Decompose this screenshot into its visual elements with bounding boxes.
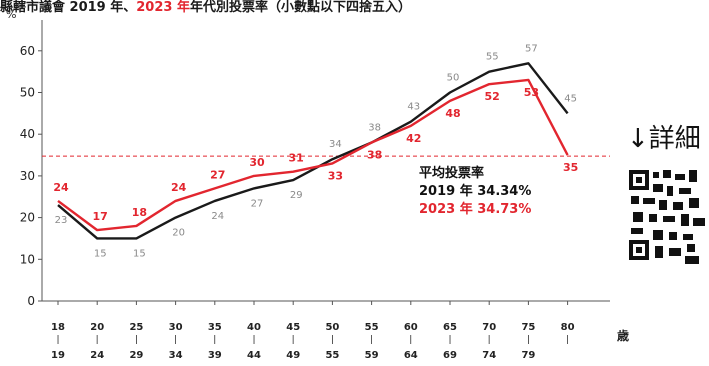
data-label-2023: 24 (53, 181, 69, 194)
x-tick-label-bottom: 55 (325, 350, 339, 361)
data-label-2023: 31 (289, 152, 304, 165)
x-tick-label-dash: | (135, 335, 138, 345)
data-label-2019: 15 (94, 248, 107, 259)
x-tick-label-dash: | (566, 335, 569, 345)
x-tick-label-dash: | (331, 335, 334, 345)
data-label-2019: 45 (564, 93, 577, 104)
data-label-2019: 20 (172, 228, 185, 239)
data-label-2019: 29 (290, 190, 303, 201)
qr-code-icon[interactable] (627, 168, 709, 268)
x-tick-label-top: 70 (482, 322, 496, 333)
x-tick-label-bottom: 39 (208, 350, 222, 361)
data-label-2019: 43 (407, 102, 420, 113)
x-tick-label-top: 50 (325, 322, 339, 333)
x-tick-label-dash: | (174, 335, 177, 345)
data-label-2023: 48 (445, 107, 460, 120)
data-label-2019: 55 (486, 52, 499, 63)
x-tick-label-bottom: 79 (521, 350, 535, 361)
x-tick-label-bottom: 29 (129, 350, 143, 361)
x-tick-label-bottom: 44 (247, 350, 261, 361)
average-2019: 2019 年 34.34% (419, 183, 531, 201)
average-title: 平均投票率 (419, 165, 531, 183)
x-tick-label-top: 35 (208, 322, 222, 333)
data-label-2023: 18 (132, 206, 147, 219)
data-label-2019: 24 (211, 211, 224, 222)
detail-link[interactable]: ↓詳細 (627, 118, 701, 155)
data-label-2023: 33 (328, 169, 343, 182)
x-tick-label-dash: | (252, 335, 255, 345)
data-label-2019: 50 (447, 73, 460, 84)
data-label-2023: 24 (171, 181, 187, 194)
x-tick-label-top: 40 (247, 322, 261, 333)
x-tick-label-bottom: 69 (443, 350, 457, 361)
data-label-2023: 42 (406, 132, 421, 145)
y-tick-label: 20 (20, 211, 35, 225)
data-label-2023: 27 (210, 168, 225, 181)
x-tick-label-bottom: 24 (90, 350, 104, 361)
average-2023: 2023 年 34.73% (419, 201, 531, 219)
data-label-2019: 34 (329, 139, 342, 150)
x-tick-label-top: 65 (443, 322, 457, 333)
data-label-2023: 52 (485, 90, 500, 103)
x-tick-label-dash: | (448, 335, 451, 345)
x-tick-label-top: 55 (365, 322, 379, 333)
x-tick-label-bottom: 74 (482, 350, 496, 361)
x-tick-label-dash: | (370, 335, 373, 345)
x-tick-label-dash: | (292, 335, 295, 345)
y-tick-label: 40 (20, 127, 35, 141)
data-label-2019: 27 (251, 198, 264, 209)
data-label-2023: 38 (367, 149, 382, 162)
average-annotation: 平均投票率 2019 年 34.34% 2023 年 34.73% (419, 165, 531, 219)
x-tick-label-dash: | (409, 335, 412, 345)
x-axis-suffix: 歳 (617, 328, 629, 343)
y-tick-label: 60 (20, 44, 35, 58)
x-tick-label-dash: | (56, 335, 59, 345)
data-label-2023: 30 (249, 156, 265, 169)
x-tick-label-top: 60 (404, 322, 418, 333)
x-tick-label-bottom: 59 (365, 350, 379, 361)
x-tick-label-top: 75 (521, 322, 535, 333)
data-label-2019: 15 (133, 248, 146, 259)
x-tick-label-top: 80 (561, 322, 575, 333)
x-tick-label-bottom: 19 (51, 350, 65, 361)
x-tick-label-bottom: 49 (286, 350, 300, 361)
y-tick-label: 0 (27, 294, 35, 308)
x-tick-label-top: 45 (286, 322, 300, 333)
x-tick-label-top: 20 (90, 322, 104, 333)
data-label-2023: 17 (93, 210, 108, 223)
x-tick-label-dash: | (527, 335, 530, 345)
x-tick-label-dash: | (213, 335, 216, 345)
y-tick-label: 30 (20, 169, 35, 183)
x-tick-label-bottom: 34 (169, 350, 183, 361)
data-label-2019: 23 (55, 215, 68, 226)
y-tick-label: 50 (20, 86, 35, 100)
x-tick-label-top: 18 (51, 322, 65, 333)
data-label-2019: 38 (368, 123, 381, 134)
data-label-2023: 35 (563, 161, 578, 174)
y-tick-label: 10 (20, 252, 35, 266)
x-tick-label-top: 30 (169, 322, 183, 333)
x-tick-label-dash: | (488, 335, 491, 345)
x-tick-label-bottom: 64 (404, 350, 418, 361)
data-label-2019: 57 (525, 43, 538, 54)
data-label-2023: 53 (524, 86, 539, 99)
x-tick-label-top: 25 (129, 322, 143, 333)
x-tick-label-dash: | (96, 335, 99, 345)
